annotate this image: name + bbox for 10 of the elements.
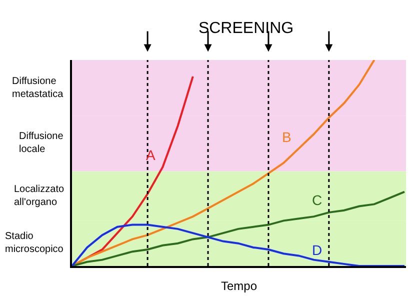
chart-title: SCREENING	[198, 20, 294, 37]
series-label: A	[146, 147, 156, 163]
band-label: Diffusione locale	[19, 131, 64, 155]
series-label: C	[312, 192, 322, 208]
band-label: Stadio microscopico	[5, 231, 64, 255]
series-label: D	[312, 242, 322, 258]
x-axis-title: Tempo	[220, 279, 258, 294]
band-label: Localizzato all'organo	[14, 184, 64, 208]
series-label: B	[282, 129, 292, 145]
band-label: Diffusione metastatica	[12, 76, 64, 100]
